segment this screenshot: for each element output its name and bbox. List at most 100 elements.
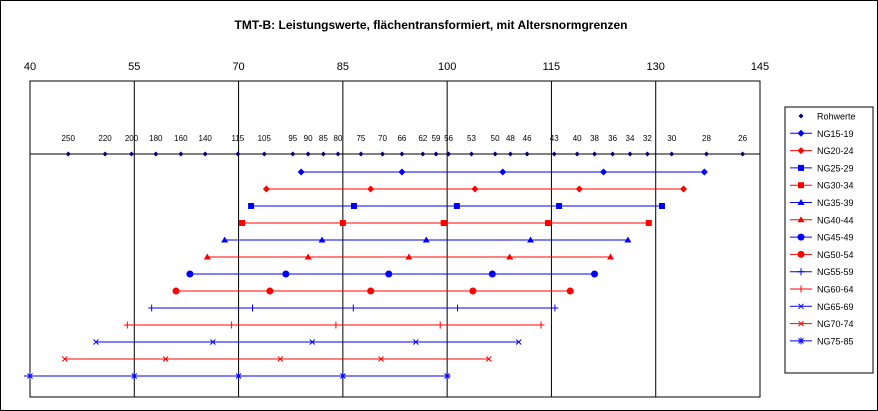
rohwert-point — [420, 151, 426, 157]
rohwert-point — [320, 151, 326, 157]
rohwert-point — [627, 151, 633, 157]
data-point — [453, 203, 460, 209]
legend-item: NG75-85 — [790, 336, 854, 346]
legend-label: NG20-24 — [817, 146, 854, 156]
data-point — [566, 287, 574, 295]
legend-marker — [797, 250, 805, 258]
legend-marker — [797, 337, 805, 345]
legend-item: NG55-59 — [790, 267, 854, 277]
series-ng55-59 — [148, 304, 559, 312]
rohwert-point — [65, 151, 71, 157]
data-point — [266, 287, 274, 295]
data-point — [544, 220, 551, 226]
legend-item: NG25-29 — [790, 163, 854, 173]
rohwert-point — [261, 151, 267, 157]
data-point — [350, 203, 357, 209]
data-point — [130, 372, 138, 380]
data-point — [527, 236, 535, 243]
data-point — [228, 321, 236, 329]
x-tick-label: 115 — [543, 61, 561, 73]
rohwert-label: 180 — [149, 134, 163, 143]
legend-marker — [798, 164, 804, 171]
data-point — [680, 185, 688, 193]
data-point — [61, 356, 68, 362]
legend-marker — [797, 216, 805, 223]
rohwert-label: 50 — [491, 134, 500, 143]
rohwert-point — [290, 151, 296, 157]
data-point — [600, 168, 608, 176]
data-point — [349, 304, 357, 312]
rohwert-label: 48 — [506, 134, 515, 143]
legend-label: NG35-39 — [817, 198, 854, 208]
legend-marker — [798, 113, 804, 119]
rohwert-label: 36 — [608, 134, 617, 143]
rohwert-label: 62 — [418, 134, 427, 143]
data-point — [488, 270, 496, 278]
data-point — [172, 287, 180, 295]
rohwert-label: 40 — [573, 134, 582, 143]
legend-item: NG70-74 — [790, 319, 854, 329]
x-axis-ticks: 40 55 70 85 100 115 130 145 — [24, 61, 769, 73]
rohwert-point — [102, 151, 108, 157]
series-ng70-74 — [61, 356, 492, 362]
data-point — [591, 270, 599, 278]
rohwert-point — [644, 151, 650, 157]
rohwert-label: 38 — [590, 134, 599, 143]
data-point — [248, 203, 255, 209]
legend-item: NG60-64 — [790, 285, 854, 295]
legend-label: NG40-44 — [817, 215, 854, 225]
rohwert-point — [202, 151, 208, 157]
legend-item: NG65-69 — [790, 302, 854, 312]
data-point — [607, 253, 615, 260]
legend-label: NG15-19 — [817, 129, 854, 139]
legend-label: NG55-59 — [817, 267, 854, 277]
rohwert-label: 85 — [319, 134, 328, 143]
x-tick-label: 40 — [24, 61, 36, 73]
rohwert-point — [592, 151, 598, 157]
rohwert-point — [740, 151, 746, 157]
rohwert-label: 30 — [667, 134, 676, 143]
rohwert-label: 53 — [467, 134, 476, 143]
rohwert-label: 26 — [738, 134, 747, 143]
rohwert-point — [669, 151, 675, 157]
data-point — [186, 270, 194, 278]
legend-label: NG65-69 — [817, 302, 854, 312]
rohwert-point — [551, 151, 557, 157]
x-tick-label: 85 — [337, 61, 349, 73]
rohwert-label: 220 — [98, 134, 112, 143]
rohwert-label: 28 — [702, 134, 711, 143]
legend-label: NG60-64 — [817, 285, 854, 295]
data-point — [248, 304, 256, 312]
data-point — [440, 220, 447, 226]
data-point — [277, 356, 284, 362]
legend-marker — [797, 268, 805, 276]
rohwert-point — [335, 151, 341, 157]
rohwert-label: 43 — [550, 134, 559, 143]
rohwert-label: 59 — [432, 134, 441, 143]
legend: Rohwerte NG15-19 NG20-24 NG25-29 NG30-34 NG35… — [784, 106, 874, 374]
rohwert-point — [153, 151, 159, 157]
data-point — [469, 287, 477, 295]
legend-marker — [797, 147, 805, 155]
data-point — [700, 168, 708, 176]
data-point — [385, 270, 393, 278]
rohwert-label: 115 — [231, 134, 244, 143]
rohwert-label: 90 — [304, 134, 313, 143]
legend-item: NG15-19 — [790, 129, 854, 139]
legend-item: NG50-54 — [790, 250, 854, 260]
data-point — [515, 339, 522, 345]
series-ng25-29 — [248, 203, 665, 209]
legend-label: NG70-74 — [817, 319, 854, 329]
rohwert-point — [468, 151, 474, 157]
series-ng50-54 — [172, 287, 574, 295]
chart-title: TMT-B: Leistungswerte, flächentransformi… — [235, 18, 628, 32]
data-point — [398, 168, 406, 176]
data-point — [239, 220, 246, 226]
x-tick-label: 70 — [232, 61, 244, 73]
legend-label: Rohwerte — [817, 112, 856, 122]
norm-series — [24, 168, 708, 380]
legend-item: NG30-34 — [790, 181, 854, 191]
rohwert-point — [129, 151, 135, 157]
